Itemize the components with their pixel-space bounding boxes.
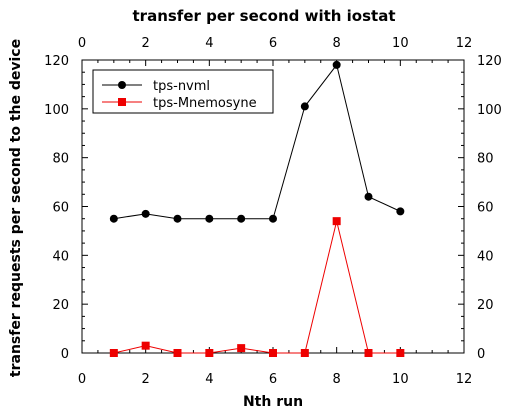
y-tick-label-left: 100 bbox=[44, 103, 69, 118]
y-tick-label-right: 100 bbox=[477, 103, 502, 118]
data-point bbox=[300, 349, 309, 357]
x-tick-label-bottom: 2 bbox=[142, 372, 150, 387]
y-tick-label-right: 60 bbox=[477, 201, 494, 216]
x-tick-label-bottom: 10 bbox=[392, 372, 409, 387]
y-tick-label-left: 40 bbox=[52, 249, 69, 264]
data-point bbox=[205, 214, 214, 223]
x-tick-label-top: 4 bbox=[205, 36, 213, 51]
legend-marker bbox=[118, 81, 126, 89]
series-2 bbox=[109, 217, 405, 357]
x-tick-label-bottom: 12 bbox=[456, 372, 473, 387]
data-point bbox=[300, 102, 309, 111]
x-tick-label-top: 8 bbox=[333, 36, 341, 51]
y-tick-label-left: 120 bbox=[44, 54, 69, 69]
x-tick-label-top: 2 bbox=[142, 36, 150, 51]
data-point bbox=[396, 207, 405, 216]
x-tick-label-bottom: 8 bbox=[333, 372, 341, 387]
x-tick-label-top: 10 bbox=[392, 36, 409, 51]
x-tick-label-bottom: 6 bbox=[269, 372, 277, 387]
data-point bbox=[205, 349, 214, 357]
data-point bbox=[141, 209, 150, 218]
legend-label: tps-Mnemosyne bbox=[153, 96, 257, 111]
data-point bbox=[364, 192, 373, 201]
y-tick-label-left: 80 bbox=[52, 152, 69, 167]
x-tick-label-bottom: 4 bbox=[205, 372, 213, 387]
data-point bbox=[109, 349, 118, 357]
series-line bbox=[113, 63, 401, 220]
legend-marker bbox=[118, 98, 126, 106]
chart-title: transfer per second with iostat bbox=[133, 7, 396, 25]
series-line bbox=[113, 221, 401, 354]
y-tick-label-left: 60 bbox=[52, 201, 69, 216]
data-point bbox=[237, 344, 246, 353]
x-tick-label-bottom: 0 bbox=[78, 372, 86, 387]
data-point bbox=[237, 214, 246, 223]
x-tick-label-top: 12 bbox=[456, 36, 473, 51]
data-point bbox=[141, 341, 150, 350]
legend: tps-nvml tps-Mnemosyne bbox=[92, 69, 274, 114]
y-tick-label-left: 0 bbox=[61, 347, 69, 362]
y-tick-label-right: 40 bbox=[477, 249, 494, 264]
data-point bbox=[173, 349, 182, 357]
x-tick-label-top: 6 bbox=[269, 36, 277, 51]
y-tick-label-left: 20 bbox=[52, 298, 69, 313]
x-axis-label: Nth run bbox=[243, 394, 303, 410]
data-point bbox=[332, 217, 341, 226]
data-point bbox=[396, 349, 405, 357]
legend-label: tps-nvml bbox=[153, 79, 210, 94]
data-point bbox=[364, 349, 373, 357]
x-tick-label-top: 0 bbox=[78, 36, 86, 51]
y-tick-label-right: 20 bbox=[477, 298, 494, 313]
data-point bbox=[332, 60, 341, 69]
y-tick-label-right: 0 bbox=[477, 347, 485, 362]
data-point bbox=[269, 214, 277, 223]
y-tick-label-right: 120 bbox=[477, 54, 502, 69]
data-point bbox=[269, 349, 277, 357]
series-1 bbox=[109, 60, 405, 223]
y-tick-label-right: 80 bbox=[477, 152, 494, 167]
data-point bbox=[173, 214, 182, 223]
data-point bbox=[109, 214, 118, 223]
series-layer bbox=[109, 60, 405, 357]
y-axis-label: transfer requests per second to the devi… bbox=[8, 39, 24, 377]
